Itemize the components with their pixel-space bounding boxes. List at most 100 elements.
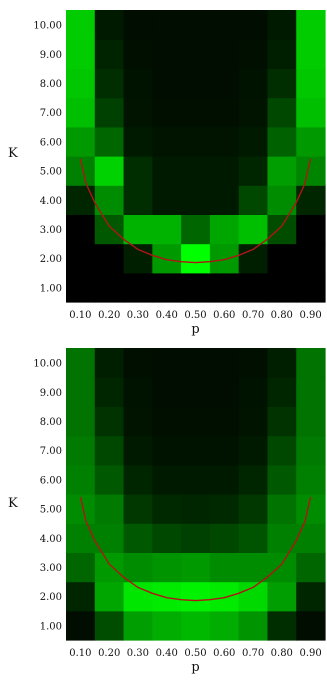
heatmap-cell: [181, 10, 211, 40]
heatmap-cell: [296, 552, 326, 583]
heatmap-cell: [66, 214, 96, 245]
heatmap-cell: [181, 348, 211, 378]
heatmap-cell: [94, 610, 125, 641]
heatmap-cell: [66, 552, 96, 583]
heatmap-cell: [238, 523, 269, 553]
y-tick-label: 5.00: [40, 167, 62, 178]
heatmap-cell: [296, 377, 326, 407]
heatmap-cell: [94, 243, 125, 274]
heatmap-cell: [152, 377, 182, 407]
heatmap-cell: [267, 406, 297, 437]
y-tick-label: 4.00: [40, 534, 62, 545]
x-tick-label: 0.60: [213, 648, 235, 659]
heatmap-cell: [267, 10, 297, 40]
heatmap-cell: [123, 610, 153, 641]
heatmap-cell: [209, 348, 240, 378]
heatmap-cell: [267, 464, 297, 495]
heatmap-cell: [238, 377, 269, 407]
y-tick-label: 3.00: [40, 563, 62, 574]
heatmap-cell: [123, 126, 153, 157]
y-tick-label: 7.00: [40, 108, 62, 119]
heatmap-cell: [209, 581, 240, 612]
heatmap-cell: [123, 435, 153, 466]
heatmap-cell: [267, 272, 297, 303]
heatmap-cell: [152, 435, 182, 466]
heatmap-cell: [267, 348, 297, 378]
heatmap-cell: [209, 494, 240, 524]
y-tick-label: 7.00: [40, 446, 62, 457]
y-tick-label: 10.00: [33, 21, 62, 32]
y-tick-label: 3.00: [40, 225, 62, 236]
heatmap-cell: [123, 214, 153, 245]
heatmap-cell: [267, 39, 297, 69]
heatmap-cell: [152, 272, 182, 303]
heatmap-cell: [123, 552, 153, 583]
heatmap-cell: [209, 377, 240, 407]
y-axis-label: K: [8, 146, 18, 161]
x-tick-label: 0.40: [156, 648, 178, 659]
heatmap-cell: [181, 272, 211, 303]
heatmap-cell: [238, 581, 269, 612]
heatmap-cell: [296, 214, 326, 245]
heatmap-cell: [296, 68, 326, 99]
heatmap-cell: [152, 348, 182, 378]
heatmap-cell: [209, 272, 240, 303]
heatmap-cell: [94, 68, 125, 99]
heatmap-cell: [94, 156, 125, 186]
x-tick-label: 0.20: [98, 648, 120, 659]
heatmap-cell: [152, 185, 182, 215]
y-tick-label: 5.00: [40, 505, 62, 516]
heatmap-cell: [66, 610, 96, 641]
heatmap-cell: [123, 272, 153, 303]
heatmap-cell: [181, 126, 211, 157]
heatmap-cell: [94, 126, 125, 157]
heatmap-cell: [152, 68, 182, 99]
heatmap-cell: [267, 610, 297, 641]
heatmap-cell: [66, 581, 96, 612]
heatmap-cell: [94, 581, 125, 612]
heatmap-cell: [181, 435, 211, 466]
heatmap-cell: [94, 377, 125, 407]
heatmap-cell: [181, 406, 211, 437]
heatmap-cell: [238, 39, 269, 69]
y-tick-label: 9.00: [40, 388, 62, 399]
y-tick-label: 2.00: [40, 592, 62, 603]
heatmap-cell: [209, 435, 240, 466]
heatmap-cell: [238, 406, 269, 437]
heatmap-cell: [152, 523, 182, 553]
heatmap-cell: [267, 185, 297, 215]
heatmap-cell: [181, 523, 211, 553]
heatmap-cell: [123, 243, 153, 274]
x-tick-label: 0.50: [184, 648, 206, 659]
heatmap-cell: [152, 126, 182, 157]
heatmap-cell: [66, 97, 96, 128]
x-tick-label: 0.80: [271, 310, 293, 321]
heatmap-cell: [209, 214, 240, 245]
heatmap-cell: [238, 494, 269, 524]
heatmap-cell: [296, 243, 326, 274]
y-tick-label: 6.00: [40, 475, 62, 486]
heatmap-cell: [296, 464, 326, 495]
heatmap-cell: [296, 10, 326, 40]
heatmap-cell: [181, 494, 211, 524]
heatmap-cell: [296, 272, 326, 303]
heatmap-cell: [238, 126, 269, 157]
heatmap-cell: [94, 494, 125, 524]
heatmap-cell: [209, 243, 240, 274]
heatmap-cell: [152, 10, 182, 40]
heatmap-cell: [209, 610, 240, 641]
heatmap-cell: [152, 406, 182, 437]
heatmap-cell: [238, 348, 269, 378]
heatmap-cell: [123, 406, 153, 437]
heatmap-cell: [296, 523, 326, 553]
heatmap-cell: [66, 272, 96, 303]
heatmap-cell: [296, 610, 326, 641]
heatmap-cell: [123, 581, 153, 612]
heatmap-cell: [94, 10, 125, 40]
heatmap-cell: [123, 10, 153, 40]
heatmap-cell: [181, 97, 211, 128]
heatmap-cell: [267, 243, 297, 274]
heatmap-cell: [209, 464, 240, 495]
heatmap-cell: [94, 464, 125, 495]
x-tick-label: 0.40: [156, 310, 178, 321]
